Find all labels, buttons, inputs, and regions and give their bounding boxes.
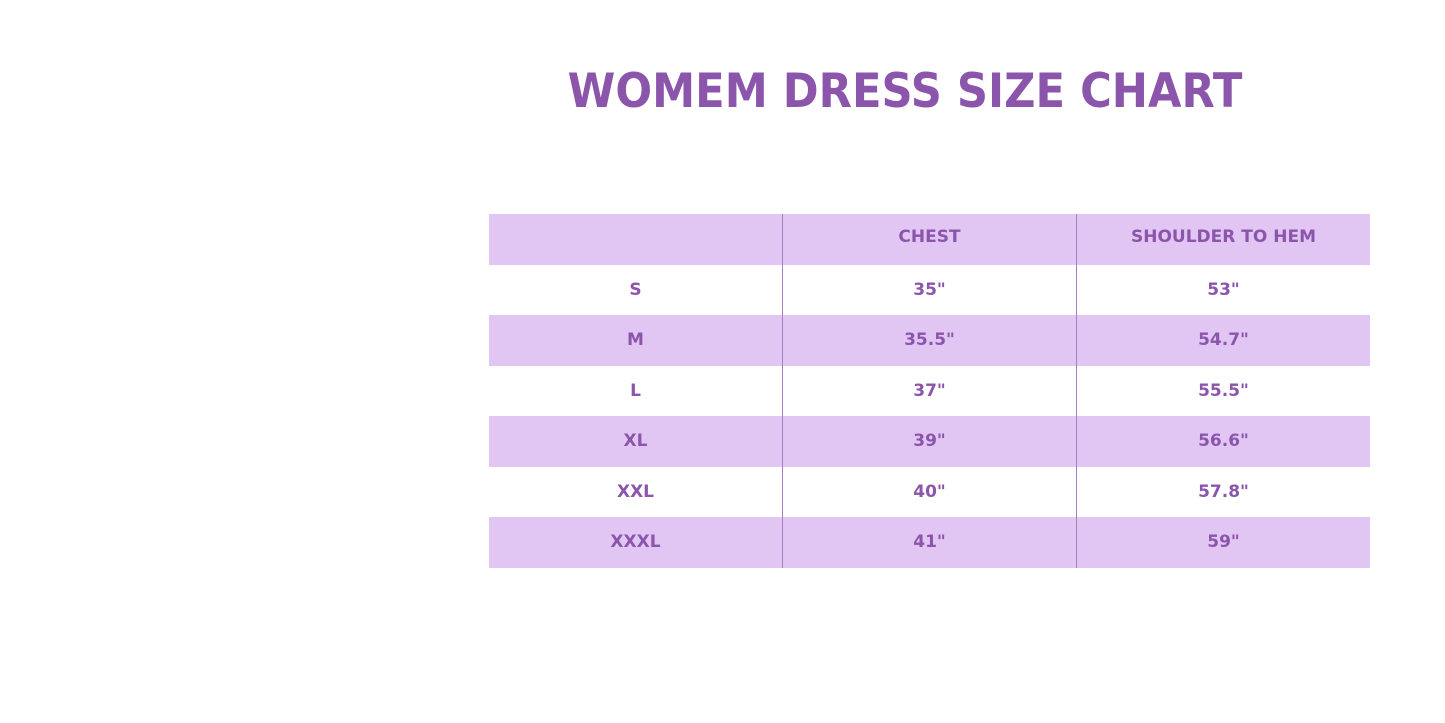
table-header-row: CHEST SHOULDER TO HEM [489,214,1370,265]
chest-cell: 41" [783,517,1077,568]
chest-cell: 39" [783,416,1077,467]
shoulder-to-hem-cell: 59" [1207,532,1240,553]
chest-cell: 35.5" [783,315,1077,366]
table-row: XXL 40" 57.8" [489,466,1370,517]
page-title: WOMEM DRESS SIZE CHART [567,64,1243,119]
chest-cell: 35" [783,264,1077,315]
shoulder-to-hem-cell: 53" [1207,279,1240,300]
size-cell: XXL [489,466,783,517]
table-row: M 35.5" 54.7" [489,315,1370,366]
table-row: XL 39" 56.6" [489,416,1370,467]
size-cell: M [489,315,783,366]
header-cell-shoulder-to-hem: SHOULDER TO HEM [1130,227,1317,248]
size-cell: XXXL [489,517,783,568]
chest-cell: 40" [783,466,1077,517]
header-cell-size [489,214,783,265]
table-row: XXXL 41" 59" [489,517,1370,568]
shoulder-to-hem-cell: 56.6" [1198,431,1249,452]
table-row: S 35" 53" [489,264,1370,315]
size-cell: S [489,264,783,315]
shoulder-to-hem-cell: 54.7" [1198,330,1249,351]
chest-cell: 37" [783,365,1077,416]
size-cell: XL [489,416,783,467]
shoulder-to-hem-cell: 57.8" [1198,481,1249,502]
table-row: L 37" 55.5" [489,365,1370,416]
size-cell: L [489,365,783,416]
header-cell-chest: CHEST [783,214,1077,265]
size-chart-table: CHEST SHOULDER TO HEM S 35" 53" M 35.5" 54.7"… [489,214,1370,568]
shoulder-to-hem-cell: 55.5" [1198,380,1249,401]
